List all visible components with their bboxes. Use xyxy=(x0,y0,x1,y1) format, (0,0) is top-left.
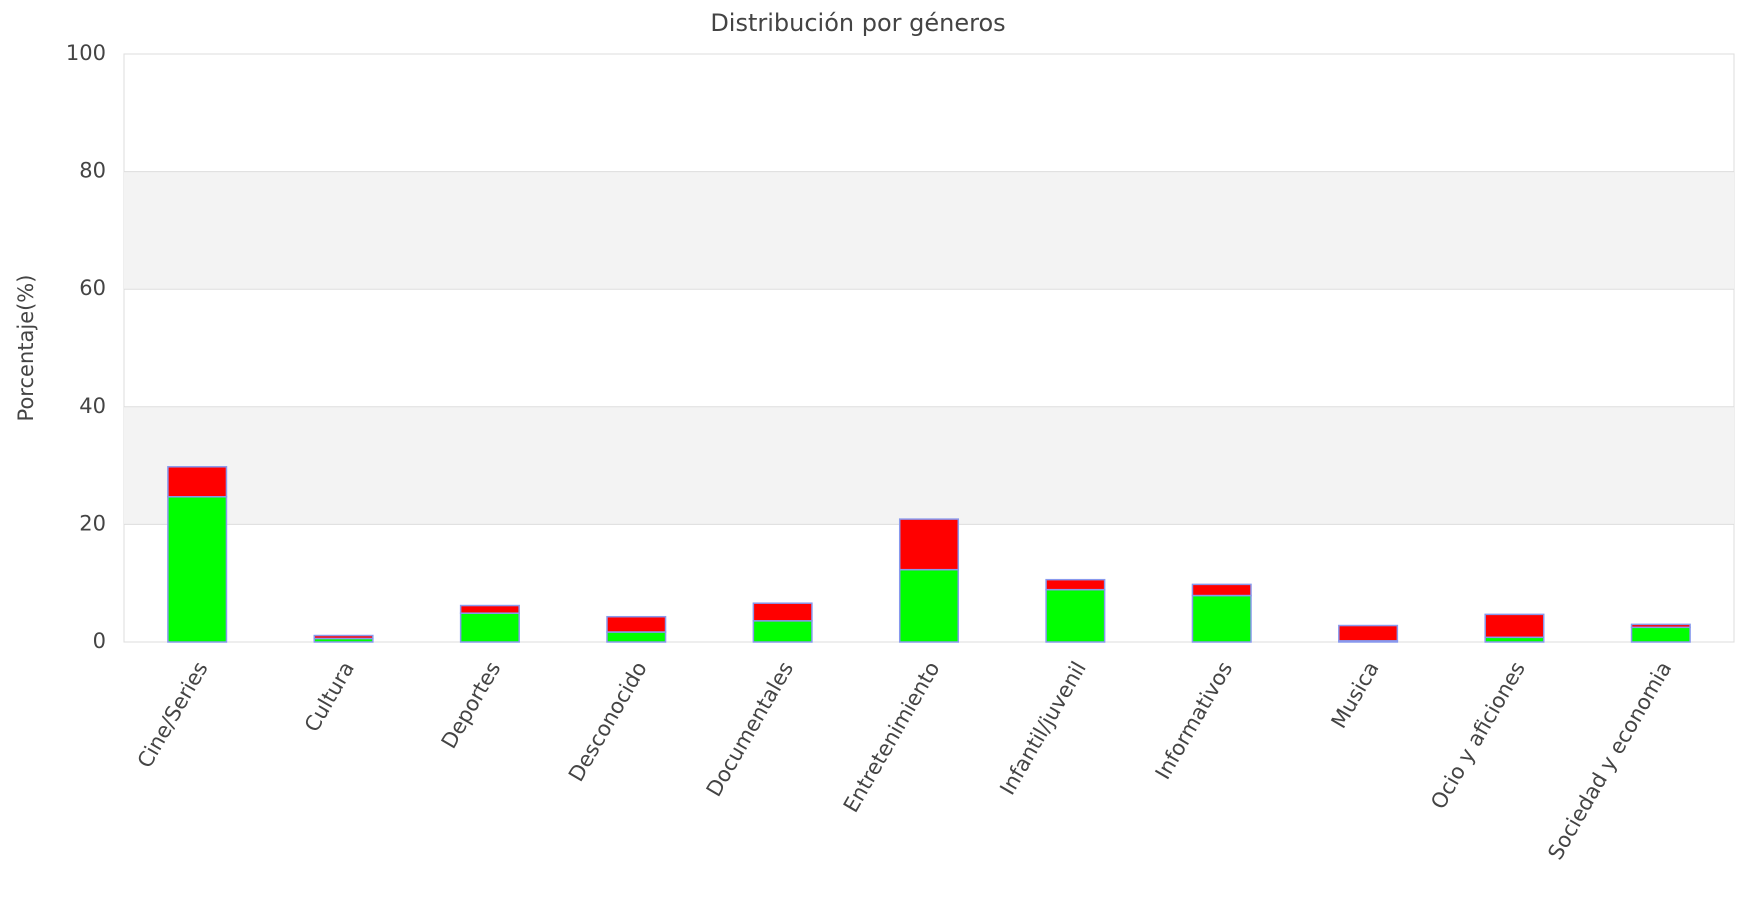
x-tick-label: Documentales xyxy=(702,658,798,801)
bar-segment xyxy=(313,634,374,640)
bar-segment xyxy=(1484,613,1545,639)
y-tick-label: 80 xyxy=(79,159,106,183)
bar-segment xyxy=(167,466,228,498)
plot-band xyxy=(124,171,1734,290)
bar-segment xyxy=(459,604,520,614)
y-tick-label: 40 xyxy=(79,394,106,418)
y-tick-label: 20 xyxy=(79,511,106,535)
bar-segment xyxy=(1630,623,1691,629)
x-tick-label: Infantil/juvenil xyxy=(995,658,1091,799)
bar-segment xyxy=(1630,626,1691,643)
bar-segment xyxy=(167,496,228,643)
y-tick-label: 100 xyxy=(66,41,106,65)
x-tick-label: Informativos xyxy=(1151,658,1238,784)
bar-segment xyxy=(1191,594,1252,643)
bar-segment xyxy=(752,602,813,622)
plot-band xyxy=(124,406,1734,525)
x-tick-label: Cine/Series xyxy=(133,658,213,773)
bar-segment xyxy=(459,612,520,643)
x-tick-label: Deportes xyxy=(437,658,506,753)
bar-segment xyxy=(898,568,960,643)
x-tick-label: Musica xyxy=(1327,658,1384,733)
bar-segment xyxy=(606,631,667,643)
y-axis-label: Porcentaje(%) xyxy=(14,275,38,422)
bar-segment xyxy=(1338,624,1399,642)
chart-title: Distribución por géneros xyxy=(710,9,1005,37)
x-tick-label: Cultura xyxy=(300,658,359,737)
bar-segment xyxy=(1045,578,1106,591)
y-tick-label: 60 xyxy=(79,276,106,300)
x-tick-label: Ocio y aficiones xyxy=(1426,658,1530,814)
bar-segment xyxy=(606,615,667,633)
bar-segment xyxy=(898,518,960,571)
x-tick-label: Entretenimiento xyxy=(839,658,945,817)
bar-segment xyxy=(1191,583,1252,597)
y-tick-label: 0 xyxy=(93,629,106,653)
x-tick-label: Sociedad y economia xyxy=(1543,658,1676,864)
x-tick-label: Desconocido xyxy=(564,658,652,786)
bar-segment xyxy=(1045,588,1106,643)
bar-segment xyxy=(752,620,813,643)
